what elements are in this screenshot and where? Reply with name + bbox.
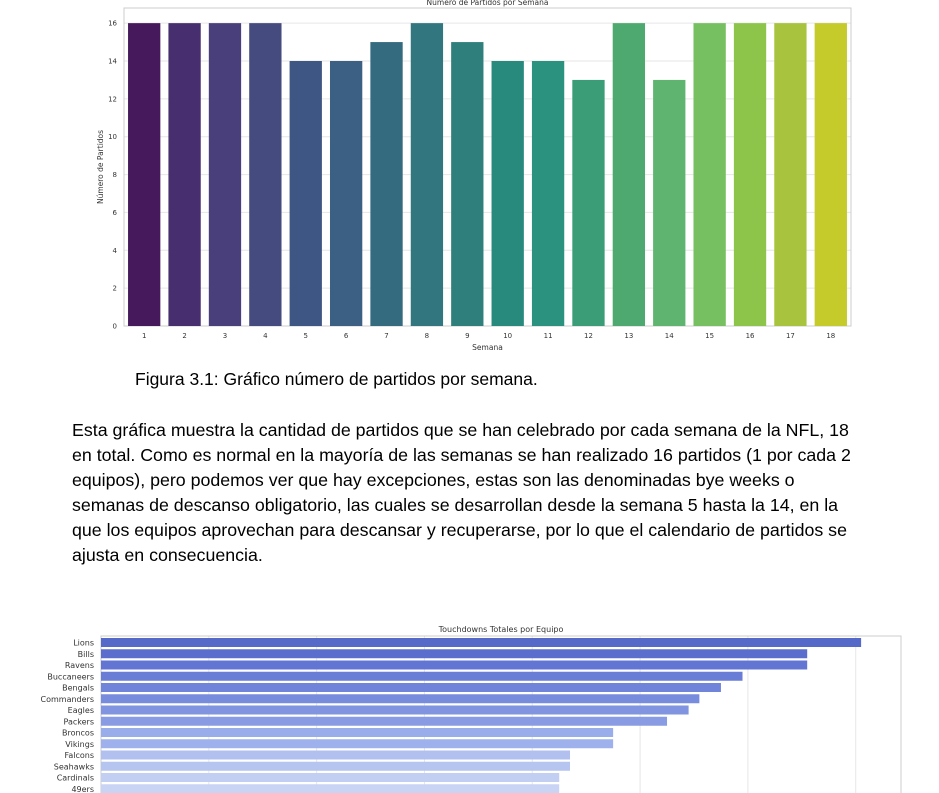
x-tick-label: 6 xyxy=(344,332,349,340)
y-tick-label: 6 xyxy=(113,209,118,217)
x-tick-label: 17 xyxy=(786,332,795,340)
bar xyxy=(101,671,743,681)
bar xyxy=(491,61,524,326)
y-tick-label: Cardinals xyxy=(57,774,94,783)
chart-title: Touchdowns Totales por Equipo xyxy=(438,625,564,634)
y-tick-label: 14 xyxy=(108,58,117,66)
bar xyxy=(101,716,668,726)
body-paragraph: Esta gráfica muestra la cantidad de part… xyxy=(72,420,851,565)
bar xyxy=(101,773,560,782)
bar xyxy=(101,694,700,704)
y-tick-label: 2 xyxy=(113,285,117,293)
bar xyxy=(249,23,282,327)
y-tick-label: 12 xyxy=(108,95,117,103)
y-tick-label: Lions xyxy=(73,639,94,648)
bar xyxy=(101,638,862,647)
bar xyxy=(370,42,403,326)
x-tick-label: 1 xyxy=(142,332,146,340)
bar xyxy=(410,23,444,327)
x-axis-label: Semana xyxy=(472,343,503,352)
y-tick-label: Vikings xyxy=(65,740,94,749)
bar xyxy=(289,61,322,326)
x-tick-label: 14 xyxy=(665,332,674,340)
y-tick-label: Broncos xyxy=(62,729,94,738)
bar xyxy=(101,761,571,771)
bar xyxy=(101,750,571,760)
chart-title: Número de Partidos por Semana xyxy=(427,0,549,7)
x-tick-label: 2 xyxy=(182,332,186,340)
x-tick-label: 15 xyxy=(705,332,714,340)
x-tick-label: 9 xyxy=(465,332,469,340)
bar xyxy=(329,61,363,326)
bar xyxy=(101,784,560,793)
y-tick-label: Bengals xyxy=(62,684,94,693)
bar xyxy=(168,23,201,327)
y-tick-label: 8 xyxy=(113,171,117,179)
y-tick-label: 10 xyxy=(108,133,117,141)
bar xyxy=(101,683,721,692)
bar xyxy=(572,79,605,326)
x-tick-label: 18 xyxy=(826,332,835,340)
x-tick-label: 13 xyxy=(624,332,633,340)
y-tick-label: Bills xyxy=(78,650,94,659)
bar xyxy=(733,23,767,327)
x-tick-label: 10 xyxy=(503,332,512,340)
bar xyxy=(101,739,614,749)
bar xyxy=(612,23,646,327)
x-tick-label: 3 xyxy=(223,332,227,340)
x-tick-label: 5 xyxy=(304,332,308,340)
bar xyxy=(101,728,614,737)
bar xyxy=(531,61,565,326)
x-tick-label: 8 xyxy=(425,332,429,340)
y-tick-label: 0 xyxy=(113,323,117,331)
y-tick-label: 16 xyxy=(108,20,117,28)
plot-frame xyxy=(100,635,902,793)
x-tick-label: 4 xyxy=(263,332,268,340)
x-tick-label: 16 xyxy=(746,332,755,340)
y-tick-label: Seahawks xyxy=(54,762,94,771)
bar xyxy=(814,23,847,327)
y-tick-label: 49ers xyxy=(71,785,94,793)
bar xyxy=(653,79,686,326)
bar xyxy=(101,660,808,670)
x-tick-label: 7 xyxy=(384,332,388,340)
y-tick-label: Eagles xyxy=(68,706,94,715)
bar xyxy=(101,649,808,659)
y-tick-label: Buccaneers xyxy=(47,672,94,681)
y-tick-label: Packers xyxy=(64,717,95,726)
bar xyxy=(208,23,242,327)
plot-frame xyxy=(123,7,852,327)
y-axis-label: Número de Partidos xyxy=(96,130,105,204)
y-tick-label: Commanders xyxy=(41,695,95,704)
y-tick-label: 4 xyxy=(113,247,118,255)
bar xyxy=(128,23,161,327)
y-tick-label: Falcons xyxy=(64,751,94,760)
x-tick-label: 11 xyxy=(544,332,553,340)
y-tick-label: Ravens xyxy=(65,661,94,670)
bar xyxy=(101,705,689,715)
bar xyxy=(774,23,807,327)
x-tick-label: 12 xyxy=(584,332,593,340)
bar xyxy=(451,42,484,326)
figure-caption: Figura 3.1: Gráfico número de partidos p… xyxy=(135,369,538,389)
bar xyxy=(693,23,726,327)
